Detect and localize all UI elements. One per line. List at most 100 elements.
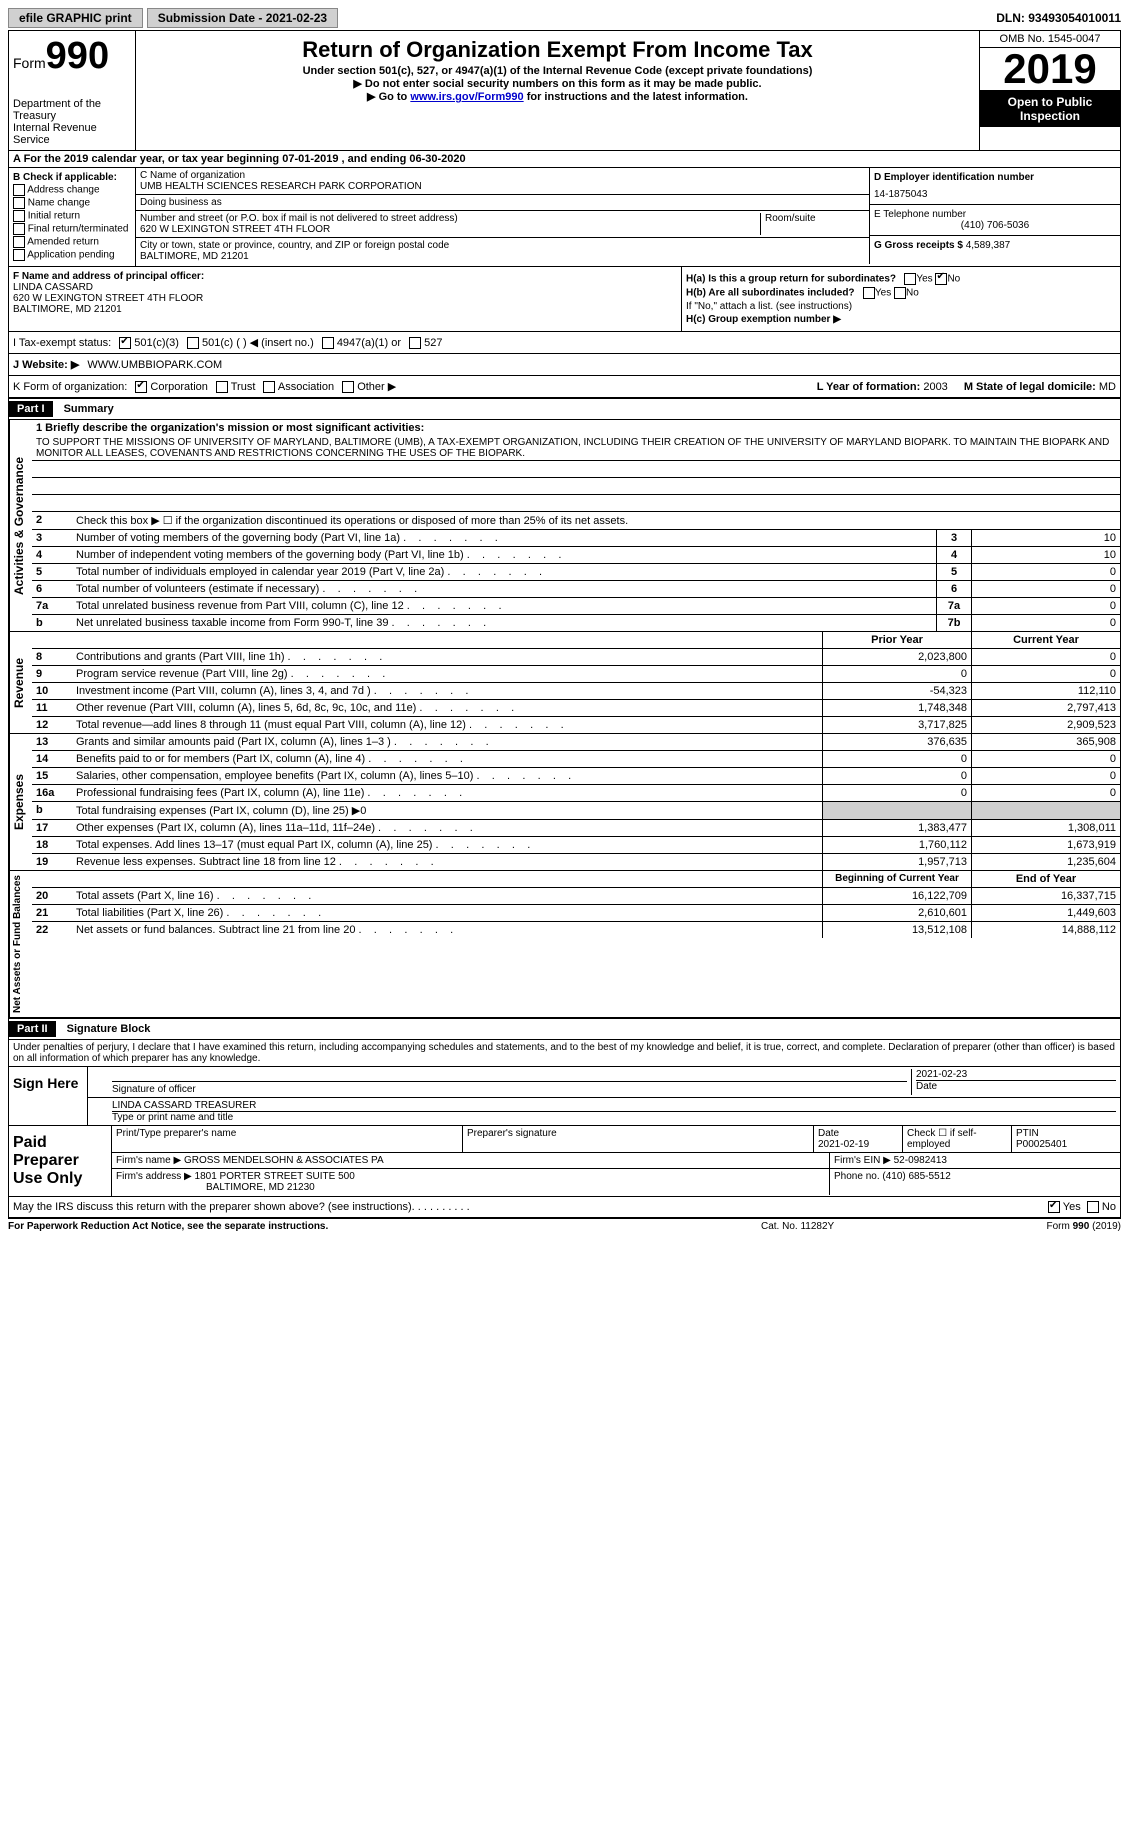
preparer-section: Paid Preparer Use Only Print/Type prepar… (9, 1125, 1120, 1196)
prep-phone: (410) 685-5512 (882, 1171, 950, 1182)
note-ssn: ▶ Do not enter social security numbers o… (140, 77, 975, 90)
ein-label: D Employer identification number (874, 172, 1116, 183)
footer-mid: Cat. No. 11282Y (761, 1221, 961, 1232)
state-value: MD (1099, 381, 1116, 393)
box-deg: D Employer identification number 14-18750… (870, 168, 1120, 264)
year-form-label: L Year of formation: (817, 381, 924, 393)
phone-value: (410) 706-5036 (874, 220, 1116, 231)
prep-sig-label: Preparer's signature (463, 1126, 814, 1152)
check-self-employed[interactable]: Check ☐ if self-employed (903, 1126, 1012, 1152)
sig-date-label: Date (916, 1080, 1116, 1092)
identity-grid: B Check if applicable: Address change Na… (8, 168, 1121, 267)
form-label: Form (13, 55, 46, 71)
form-number: 990 (46, 35, 109, 77)
current-year-header: Current Year (971, 632, 1120, 648)
firm-ein-label: Firm's EIN ▶ (834, 1155, 894, 1166)
ein-value: 14-1875043 (874, 189, 1116, 200)
state-label: M State of legal domicile: (964, 381, 1099, 393)
part-ii-title: Signature Block (59, 1023, 151, 1035)
addr-label: Number and street (or P.O. box if mail i… (140, 213, 760, 224)
side-revenue: Revenue (9, 632, 32, 733)
chk-amended[interactable]: Amended return (13, 236, 131, 248)
footer-left: For Paperwork Reduction Act Notice, see … (8, 1221, 761, 1232)
org-name-label: C Name of organization (140, 170, 865, 181)
box-c: C Name of organizationUMB HEALTH SCIENCE… (136, 168, 870, 264)
ha-label: H(a) Is this a group return for subordin… (686, 274, 896, 285)
signature-block: Under penalties of perjury, I declare th… (8, 1040, 1121, 1218)
sig-date: 2021-02-23 (916, 1069, 1116, 1080)
chk-501c3[interactable]: 501(c)(3) (119, 337, 179, 349)
line2-text: Check this box ▶ ☐ if the organization d… (72, 512, 1120, 529)
begin-year-header: Beginning of Current Year (822, 871, 971, 887)
may-irs-label: May the IRS discuss this return with the… (13, 1201, 412, 1213)
mission-blank1 (32, 461, 1120, 478)
box-b: B Check if applicable: Address change Na… (9, 168, 136, 266)
department: Department of the Treasury Internal Reve… (13, 98, 131, 146)
firm-addr: 1801 PORTER STREET SUITE 500 (195, 1171, 355, 1182)
tax-status-label: I Tax-exempt status: (13, 337, 111, 349)
officer-addr2: BALTIMORE, MD 21201 (13, 304, 677, 315)
expenses-section: Expenses 13Grants and similar amounts pa… (8, 734, 1121, 871)
chk-4947[interactable]: 4947(a)(1) or (322, 337, 401, 349)
part-i-title: Summary (56, 403, 114, 415)
website-value: WWW.UMBBIOPARK.COM (87, 359, 222, 371)
side-governance: Activities & Governance (9, 420, 32, 631)
dba-label: Doing business as (140, 197, 865, 208)
submission-date: Submission Date - 2021-02-23 (147, 8, 338, 28)
chk-corp[interactable]: Corporation (135, 381, 208, 393)
chk-trust[interactable]: Trust (216, 381, 256, 393)
irs-link[interactable]: www.irs.gov/Form990 (410, 91, 523, 103)
prep-date: 2021-02-19 (818, 1139, 898, 1150)
prep-date-label: Date (818, 1128, 898, 1139)
may-irs-row: May the IRS discuss this return with the… (9, 1196, 1120, 1217)
mission-blank2 (32, 478, 1120, 495)
mission-text: TO SUPPORT THE MISSIONS OF UNIVERSITY OF… (32, 436, 1120, 461)
part-ii-header: Part II Signature Block (8, 1018, 1121, 1040)
chk-address[interactable]: Address change (13, 184, 131, 196)
ptin-value: P00025401 (1016, 1139, 1116, 1150)
firm-addr-label: Firm's address ▶ (116, 1171, 195, 1182)
firm-city: BALTIMORE, MD 21230 (206, 1182, 825, 1193)
chk-other[interactable]: Other ▶ (342, 380, 396, 393)
subtitle: Under section 501(c), 527, or 4947(a)(1)… (140, 65, 975, 77)
part-i-header: Part I Summary (8, 398, 1121, 420)
row-fh: F Name and address of principal officer:… (8, 267, 1121, 332)
chk-initial[interactable]: Initial return (13, 210, 131, 222)
chk-assoc[interactable]: Association (263, 381, 334, 393)
efile-button[interactable]: efile GRAPHIC print (8, 8, 143, 28)
part-ii-label: Part II (9, 1021, 56, 1037)
org-name: UMB HEALTH SCIENCES RESEARCH PARK CORPOR… (140, 181, 865, 192)
box-h: H(a) Is this a group return for subordin… (682, 267, 1120, 331)
form-title: Return of Organization Exempt From Incom… (140, 37, 975, 63)
header-right: OMB No. 1545-0047 2019 Open to Public In… (980, 31, 1120, 150)
sig-name-title: LINDA CASSARD TREASURER (112, 1100, 1116, 1112)
period-row: A For the 2019 calendar year, or tax yea… (8, 151, 1121, 168)
box-cde: C Name of organizationUMB HEALTH SCIENCE… (136, 168, 1120, 266)
gross-label: G Gross receipts $ (874, 240, 966, 251)
page-footer: For Paperwork Reduction Act Notice, see … (8, 1218, 1121, 1234)
box-b-label: B Check if applicable: (13, 172, 131, 183)
balances-section: Net Assets or Fund Balances Beginning of… (8, 871, 1121, 1018)
chk-name[interactable]: Name change (13, 197, 131, 209)
ptin-label: PTIN (1016, 1128, 1116, 1139)
year-form-value: 2003 (923, 381, 947, 393)
chk-pending[interactable]: Application pending (13, 249, 131, 261)
tax-year: 2019 (980, 48, 1120, 91)
chk-527[interactable]: 527 (409, 337, 442, 349)
hb-note: If "No," attach a list. (see instruction… (686, 301, 1116, 312)
form-header: Form990 Department of the Treasury Inter… (8, 30, 1121, 151)
may-irs-no[interactable]: No (1087, 1201, 1116, 1213)
sign-here-label: Sign Here (9, 1067, 88, 1125)
revenue-section: Revenue Prior YearCurrent Year 8Contribu… (8, 632, 1121, 734)
prep-phone-label: Phone no. (834, 1171, 882, 1182)
chk-final[interactable]: Final return/terminated (13, 223, 131, 235)
firm-ein: 52-0982413 (894, 1155, 947, 1166)
side-balances: Net Assets or Fund Balances (9, 871, 32, 1017)
top-bar: efile GRAPHIC print Submission Date - 20… (8, 8, 1121, 28)
city-label: City or town, state or province, country… (140, 240, 865, 251)
officer-addr1: 620 W LEXINGTON STREET 4TH FLOOR (13, 293, 677, 304)
chk-501c[interactable]: 501(c) ( ) ◀ (insert no.) (187, 336, 314, 349)
form-org-label: K Form of organization: (13, 381, 127, 393)
open-to-public: Open to Public Inspection (980, 91, 1120, 127)
may-irs-yes[interactable]: Yes (1048, 1201, 1081, 1213)
